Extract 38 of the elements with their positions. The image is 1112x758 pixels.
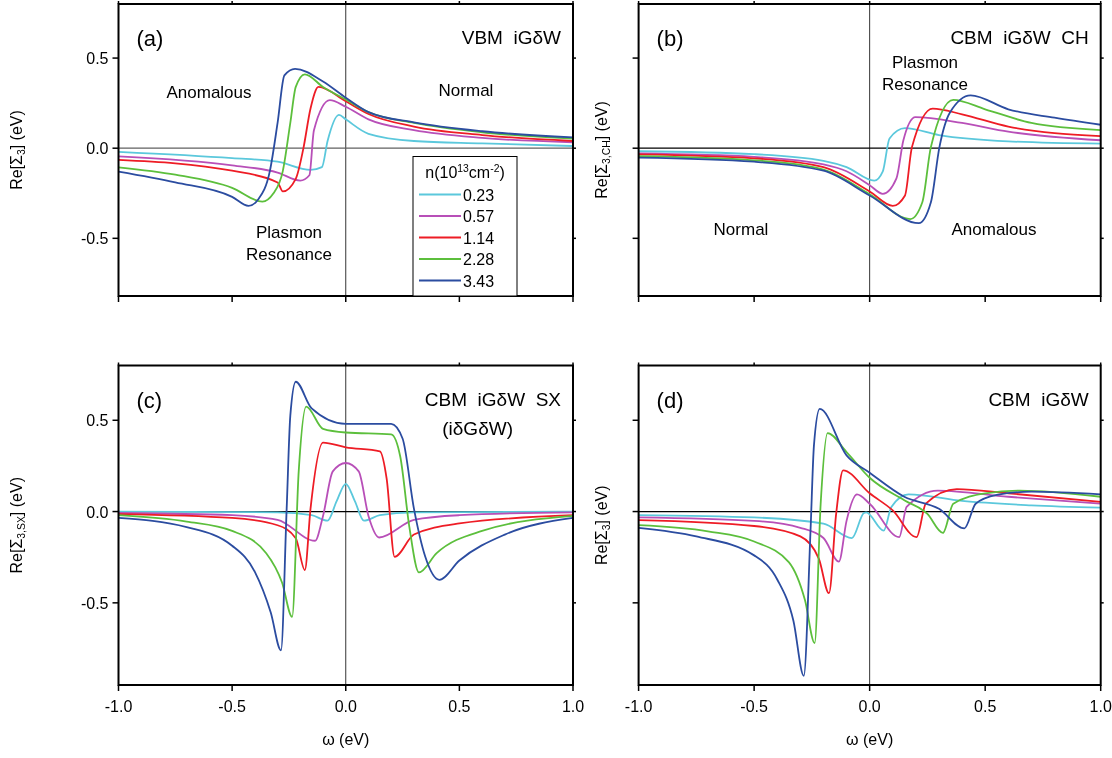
y-tick-label: 0.0 [86, 503, 109, 521]
annotation: Plasmon Resonance [245, 223, 333, 264]
text: (d) [656, 387, 684, 413]
legend-label: 3.43 [463, 272, 495, 290]
annotation: Plasmon Resonance [881, 53, 969, 94]
y-tick-label: 0.0 [86, 140, 109, 158]
legend-title: n(10$^{13}$cm$^{-2}$) [425, 162, 505, 181]
annotation: Normal [713, 220, 769, 239]
x-axis-title: ω (eV) [846, 731, 894, 748]
x-tick-label: 1.0 [1089, 698, 1112, 715]
text: CBM iGδW [988, 388, 1089, 410]
x-axis-title: ω (eV) [322, 731, 370, 748]
text: (c) [136, 387, 163, 413]
text: CBM iGδW CH [950, 27, 1089, 48]
x-tick-label: 0.0 [858, 698, 881, 715]
y-tick-label: -0.5 [80, 230, 109, 248]
annotation: Anomalous [166, 83, 252, 102]
text: VBM iGδW [461, 27, 562, 48]
y-tick-label: 0.5 [86, 50, 109, 68]
annotation: Anomalous [951, 220, 1037, 239]
x-tick-label: 1.0 [561, 698, 585, 715]
x-tick-label: 0.5 [448, 698, 471, 715]
legend-label: 1.14 [463, 229, 495, 247]
x-tick-label: -1.0 [104, 698, 133, 715]
x-tick-label: -0.5 [740, 698, 769, 715]
legend-label: 0.57 [463, 208, 495, 225]
x-tick-label: 0.0 [334, 698, 357, 715]
y-tick-label: 0.5 [86, 412, 109, 430]
x-tick-label: -0.5 [218, 698, 247, 715]
x-tick-label: 0.5 [974, 698, 997, 715]
legend-label: 2.28 [463, 251, 495, 268]
annotation: Normal [438, 81, 494, 100]
x-tick-label: -1.0 [624, 698, 653, 715]
legend-label: 0.23 [463, 186, 495, 204]
text: CBM iGδW SX (iδGδW) [424, 388, 562, 439]
text: (a) [136, 26, 164, 51]
y-tick-label: -0.5 [80, 594, 109, 612]
text: (b) [656, 26, 684, 51]
